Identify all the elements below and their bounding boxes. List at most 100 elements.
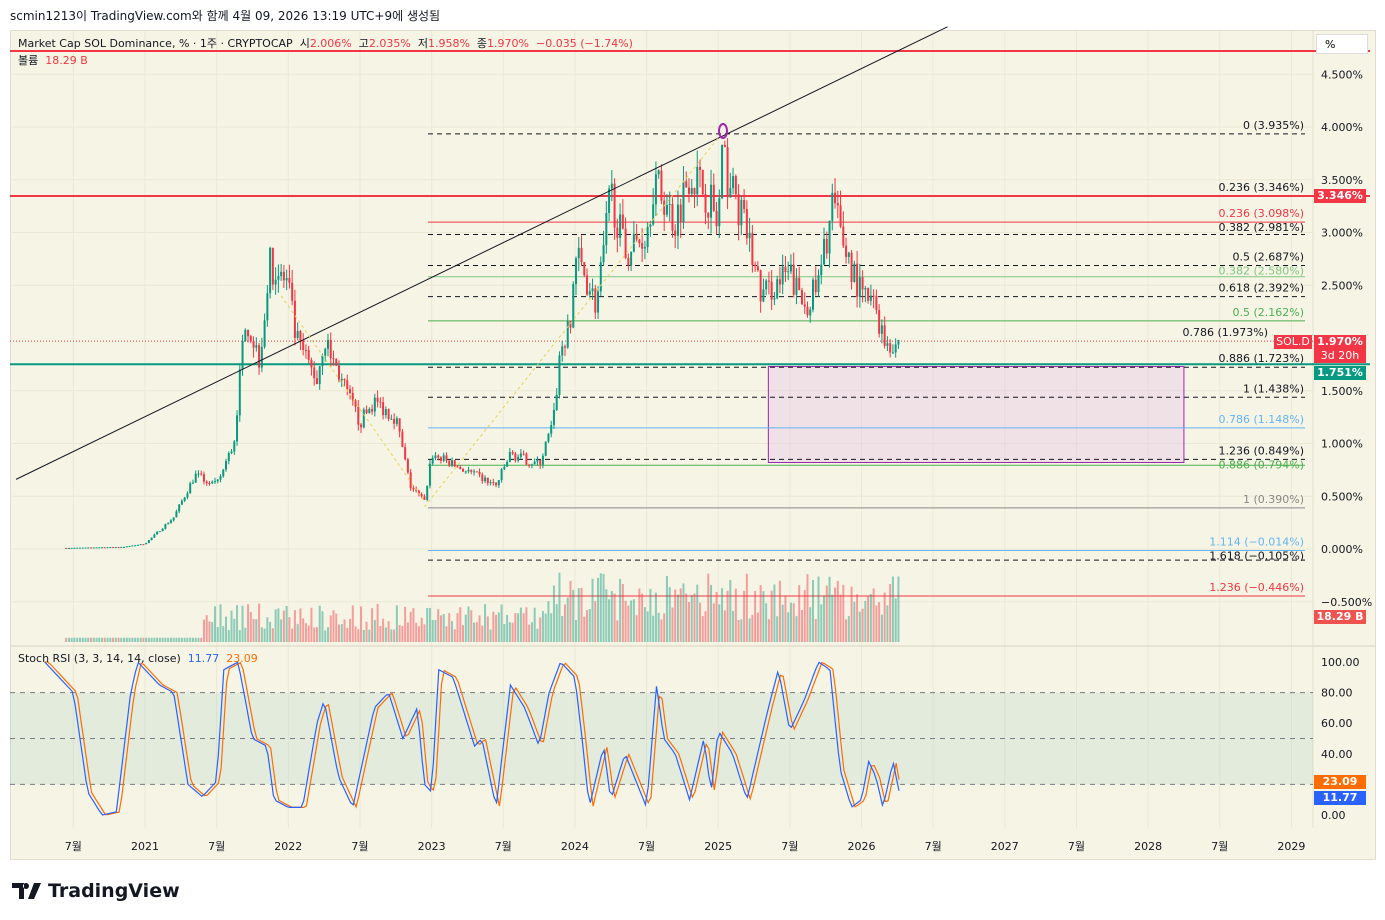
volume-bar	[404, 606, 407, 642]
volume-bar	[208, 621, 211, 642]
volume-bar	[459, 607, 462, 642]
volume-legend: 볼륨 18.29 B	[18, 52, 88, 68]
candle-body	[583, 262, 586, 276]
y-tick-label: 0.500%	[1321, 490, 1363, 503]
y-tick-label: 4.500%	[1321, 68, 1363, 81]
candle-body	[679, 204, 682, 223]
volume-bar	[238, 630, 241, 642]
volume-bar	[853, 601, 856, 642]
candle-body	[134, 545, 137, 547]
volume-bar	[811, 580, 814, 642]
volume-bar	[321, 611, 324, 642]
candle-body	[310, 359, 313, 368]
y-tick-label: 0.000%	[1321, 543, 1363, 556]
fib-level-label: 0.382 (2.580%)	[1218, 265, 1304, 278]
candle-body	[395, 418, 398, 424]
candle-body	[762, 289, 765, 302]
candle-body	[191, 482, 194, 484]
candle-body	[575, 258, 578, 285]
volume-bar	[230, 610, 233, 642]
volume-bar	[371, 608, 374, 642]
candle-body	[759, 270, 762, 302]
volume-bar	[92, 637, 95, 642]
volume-bar	[415, 622, 418, 642]
candle-body	[304, 349, 307, 351]
volume-bar	[718, 604, 721, 642]
stoch-axis-label: 100.00	[1321, 656, 1360, 669]
candle-body	[492, 482, 495, 484]
candle-body	[619, 214, 622, 238]
stoch-k-line	[44, 661, 900, 816]
stoch-d-value: 23.09	[226, 652, 258, 665]
candle-body	[299, 331, 302, 341]
volume-bar	[395, 605, 398, 642]
tradingview-logo[interactable]: TradingView	[12, 880, 180, 902]
candle-body	[624, 228, 627, 258]
candle-body	[393, 418, 396, 424]
volume-bar	[602, 573, 605, 642]
volume-bar	[770, 590, 773, 642]
candle-body	[734, 176, 737, 195]
volume-bar	[820, 604, 823, 642]
volume-bar	[627, 605, 630, 642]
volume-bar	[883, 592, 886, 642]
x-tick-label: 2022	[274, 840, 302, 853]
x-tick-label: 7월	[925, 840, 942, 853]
trendline	[15, 26, 948, 480]
volume-bar	[282, 610, 285, 642]
volume-bar	[384, 627, 387, 642]
candle-body	[98, 547, 101, 549]
candle-body	[663, 200, 666, 215]
volume-bar	[131, 637, 134, 642]
volume-bar	[569, 580, 572, 642]
volume-bar	[652, 615, 655, 642]
candle-body	[563, 346, 566, 348]
volume-bar	[478, 615, 481, 642]
candle-body	[202, 474, 205, 482]
volume-bar	[721, 588, 724, 642]
volume-bar	[128, 637, 131, 642]
candle-body	[263, 320, 266, 348]
volume-bar	[486, 616, 489, 642]
candle-body	[665, 205, 668, 215]
candle-body	[404, 447, 407, 460]
candle-body	[459, 467, 462, 470]
candle-body	[313, 367, 316, 379]
candle-body	[101, 547, 104, 549]
change-value: −0.035 (−1.74%)	[536, 37, 633, 50]
candle-body	[787, 271, 790, 273]
stoch-d-tag: 23.09	[1314, 775, 1366, 789]
candle-body	[693, 188, 696, 195]
candle-body	[591, 288, 594, 292]
volume-bar	[809, 607, 812, 642]
volume-bar	[831, 594, 834, 642]
candle-body	[649, 224, 652, 227]
candle-body	[594, 288, 597, 313]
percent-scale-button[interactable]: %	[1316, 34, 1368, 54]
volume-bar	[519, 607, 522, 642]
candle-body	[384, 409, 387, 416]
volume-bar	[161, 637, 164, 642]
candle-body	[536, 459, 539, 462]
volume-bar	[872, 588, 875, 642]
volume-bar	[180, 637, 183, 642]
candle-body	[139, 544, 142, 546]
volume-bar	[299, 608, 302, 642]
candle-body	[95, 547, 98, 549]
volume-bar	[665, 576, 668, 642]
candle-body	[147, 540, 150, 544]
candle-body	[462, 469, 465, 472]
candle-body	[889, 343, 892, 353]
volume-bar	[847, 616, 850, 642]
candle-body	[241, 340, 244, 370]
candle-body	[178, 504, 181, 512]
volume-bar	[362, 629, 365, 642]
volume-bar	[715, 591, 718, 642]
candle-body	[820, 264, 823, 276]
volume-value: 18.29 B	[45, 54, 88, 67]
candle-body	[740, 199, 743, 226]
volume-bar	[588, 608, 591, 642]
volume-bar	[376, 603, 379, 642]
candle-body	[806, 306, 809, 316]
